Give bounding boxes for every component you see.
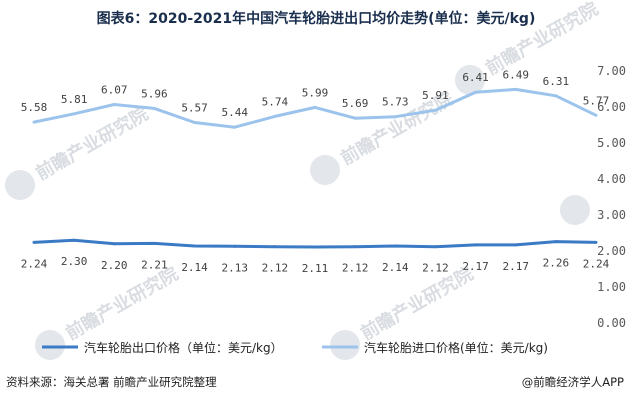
y-tick-label: 2.00 — [597, 244, 626, 258]
watermark: 前瞻产业研究院 前瞻产业研究院 前瞻产业研究院 前瞻产业研究院 前瞻产业研究院 — [5, 0, 602, 360]
data-point-import — [32, 120, 36, 124]
data-label-export: 2.13 — [221, 261, 248, 274]
data-label-import: 5.58 — [21, 101, 48, 114]
y-axis: 0.00 1.00 2.00 3.00 4.00 5.00 6.00 7.00 — [597, 64, 626, 330]
data-point-export — [193, 244, 197, 248]
y-tick-label: 6.00 — [597, 100, 626, 114]
data-point-import — [554, 94, 558, 98]
y-tick-label: 1.00 — [597, 280, 626, 294]
chart-title: 图表6：2020-2021年中国汽车轮胎进出口均价走势(单位：美元/kg) — [96, 11, 536, 27]
data-label-export: 2.30 — [61, 255, 88, 268]
legend-label-import: 汽车轮胎进口价格(单位：美元/kg) — [364, 340, 548, 355]
data-label-export: 2.24 — [21, 257, 48, 270]
data-label-export: 2.12 — [422, 262, 449, 275]
data-point-export — [433, 245, 437, 249]
y-tick-label: 0.00 — [597, 316, 626, 330]
data-label-import: 6.31 — [543, 75, 570, 88]
data-point-export — [233, 244, 237, 248]
data-point-export — [72, 238, 76, 242]
data-point-import — [273, 114, 277, 118]
data-point-export — [474, 243, 478, 247]
data-point-export — [32, 240, 36, 244]
data-point-export — [152, 241, 156, 245]
y-tick-label: 7.00 — [597, 64, 626, 78]
data-label-export: 2.21 — [141, 258, 168, 271]
data-point-import — [72, 112, 76, 116]
data-label-export: 2.14 — [181, 261, 208, 274]
data-point-import — [152, 106, 156, 110]
data-label-import: 6.07 — [101, 83, 128, 96]
data-label-export: 2.17 — [502, 260, 529, 273]
data-label-export: 2.20 — [101, 259, 128, 272]
watermark-text: 前瞻产业研究院 — [357, 262, 477, 344]
data-point-export — [554, 240, 558, 244]
data-label-export: 2.11 — [302, 262, 329, 275]
data-label-import: 5.73 — [382, 96, 409, 109]
data-point-export — [594, 240, 598, 244]
data-label-import: 5.81 — [61, 93, 88, 106]
data-label-export: 2.12 — [262, 262, 289, 275]
watermark-text: 前瞻产业研究院 — [482, 0, 602, 80]
data-label-import: 5.91 — [422, 89, 449, 102]
data-label-import: 5.77 — [583, 94, 610, 107]
data-point-export — [112, 242, 116, 246]
source-note: 资料来源：海关总署 前瞻产业研究院整理 — [6, 375, 217, 389]
y-tick-label: 4.00 — [597, 172, 626, 186]
data-point-import — [193, 120, 197, 124]
data-label-export: 2.12 — [342, 262, 369, 275]
data-point-import — [353, 116, 357, 120]
data-label-import: 5.99 — [302, 86, 329, 99]
data-point-export — [313, 245, 317, 249]
series-layer — [32, 87, 598, 249]
brand-credit: @前瞻经济学人APP — [521, 375, 624, 389]
data-point-import — [233, 125, 237, 129]
watermark-text: 前瞻产业研究院 — [62, 262, 182, 344]
data-label-import: 5.44 — [221, 106, 248, 119]
data-label-export: 2.17 — [462, 260, 489, 273]
y-tick-label: 5.00 — [597, 136, 626, 150]
data-point-export — [353, 245, 357, 249]
y-tick-label: 3.00 — [597, 208, 626, 222]
data-point-export — [393, 244, 397, 248]
data-point-export — [514, 243, 518, 247]
data-point-import — [433, 108, 437, 112]
data-point-import — [112, 102, 116, 106]
watermark-text: 前瞻产业研究院 — [32, 102, 152, 184]
data-point-export — [273, 245, 277, 249]
data-label-export: 2.14 — [382, 261, 409, 274]
data-label-export: 2.24 — [583, 257, 610, 270]
data-label-import: 5.57 — [181, 101, 208, 114]
data-label-export: 2.26 — [543, 257, 570, 270]
data-labels: 2.24 2.30 2.20 2.21 2.14 2.13 2.12 2.11 2.12 2.14… — [21, 68, 610, 275]
data-point-import — [313, 105, 317, 109]
legend: 汽车轮胎出口价格（单位：美元/kg） 汽车轮胎进口价格(单位：美元/kg) — [42, 340, 548, 355]
data-label-import: 5.69 — [342, 97, 369, 110]
data-point-import — [474, 90, 478, 94]
data-point-import — [594, 113, 598, 117]
data-label-import: 5.74 — [262, 95, 289, 108]
data-label-import: 6.49 — [502, 68, 529, 81]
data-label-import: 5.96 — [141, 87, 168, 100]
data-label-import: 6.41 — [462, 71, 489, 84]
data-point-import — [393, 115, 397, 119]
data-point-import — [514, 87, 518, 91]
legend-label-export: 汽车轮胎出口价格（单位：美元/kg） — [84, 340, 283, 355]
